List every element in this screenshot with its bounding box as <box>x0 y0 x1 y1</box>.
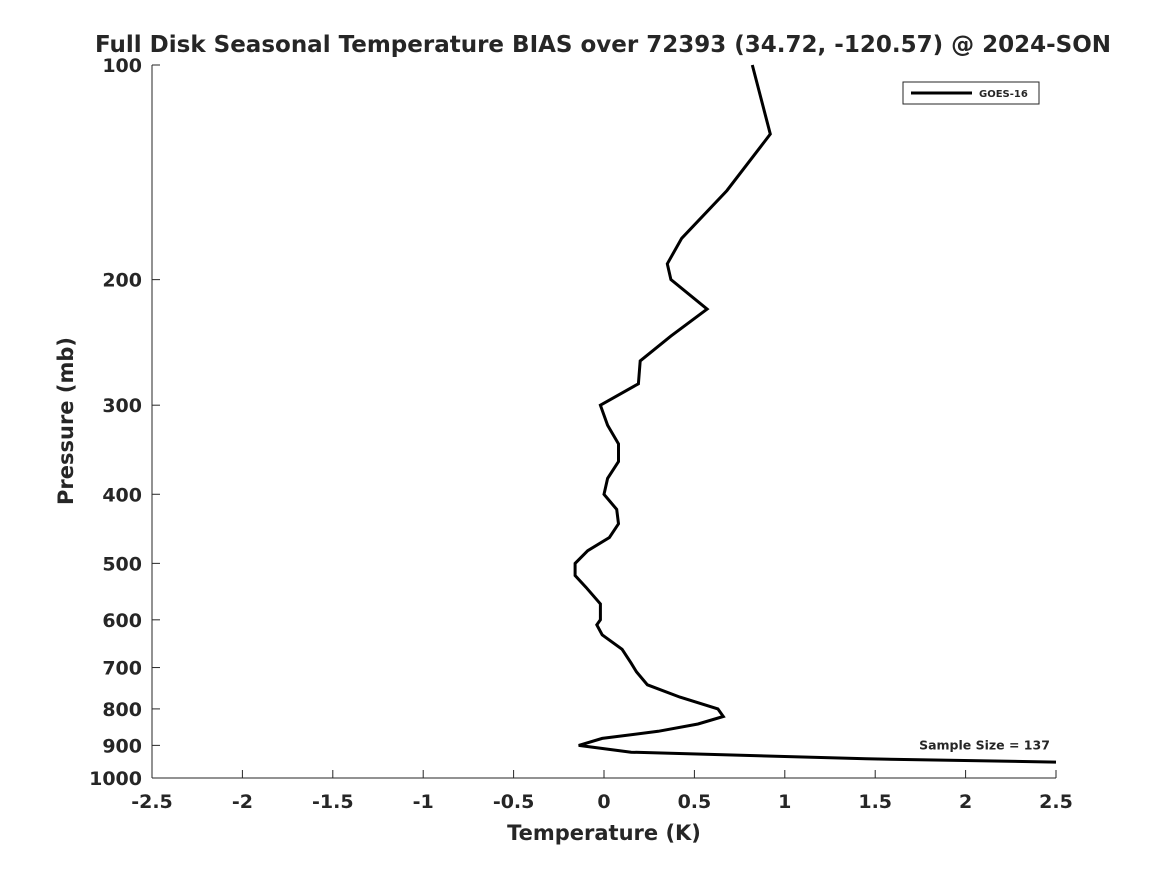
y-axis-label: Pressure (mb) <box>54 337 78 505</box>
y-tick-label: 400 <box>102 484 142 506</box>
series-group <box>573 64 1057 764</box>
legend-label-goes-16: GOES-16 <box>979 89 1028 100</box>
legend[interactable]: GOES-16 <box>902 81 1040 105</box>
x-tick-label: -2 <box>232 791 253 813</box>
y-tick-label: 1000 <box>89 768 142 790</box>
x-tick-label: 2.5 <box>1039 791 1073 813</box>
y-tick-label: 800 <box>102 699 142 721</box>
y-tick-label: 100 <box>102 55 142 77</box>
x-tick-label: 0.5 <box>678 791 712 813</box>
chart-title: Full Disk Seasonal Temperature BIAS over… <box>95 32 1111 58</box>
y-tick-label: 900 <box>102 735 142 757</box>
y-tick-label: 500 <box>102 553 142 575</box>
x-tick-label: 2 <box>959 791 972 813</box>
series-line-goes-16 <box>573 64 1057 764</box>
y-tick-label: 600 <box>102 610 142 632</box>
x-tick-label: -1.5 <box>312 791 354 813</box>
x-axis-label: Temperature (K) <box>507 821 701 845</box>
x-tick-label: 0 <box>597 791 610 813</box>
y-tick-label: 200 <box>102 270 142 292</box>
y-tick-label: 300 <box>102 395 142 417</box>
y-tick-label: 700 <box>102 658 142 680</box>
y-ticks: 100 200 300 400 500 600 700 800 900 1000 <box>89 55 160 790</box>
x-ticks: -2.5 -2 -1.5 -1 -0.5 0 0.5 1 1.5 2 2.5 <box>131 770 1073 813</box>
x-tick-label: 1 <box>778 791 791 813</box>
x-tick-label: -1 <box>413 791 434 813</box>
sample-size-annotation: Sample Size = 137 <box>919 737 1050 752</box>
x-tick-label: -2.5 <box>131 791 173 813</box>
x-tick-label: 1.5 <box>858 791 892 813</box>
x-tick-label: -0.5 <box>493 791 535 813</box>
